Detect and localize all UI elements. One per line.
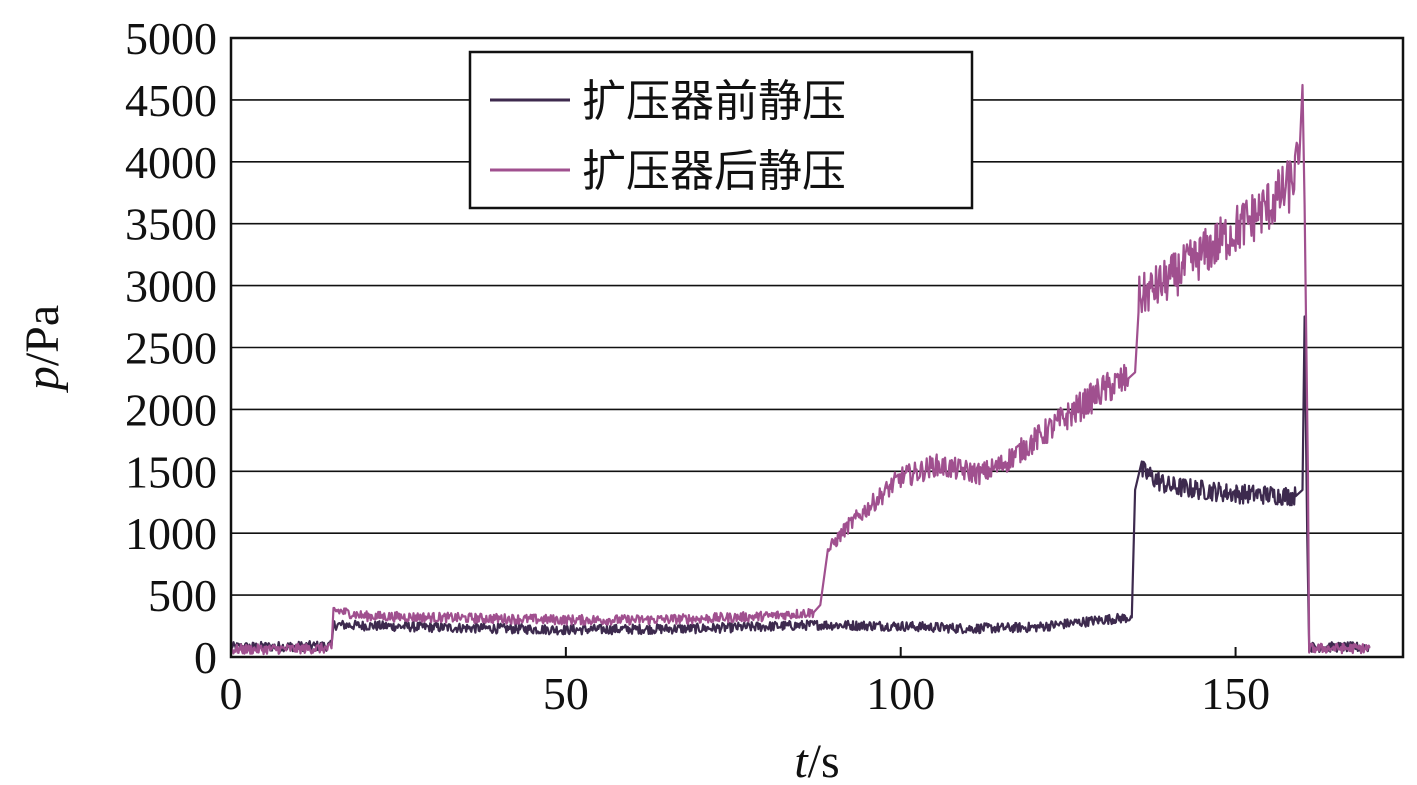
y-tick-label-500: 500 [148, 570, 217, 621]
tick-layer: 0500100015002000250030003500400045005000… [125, 13, 1270, 719]
y-tick-label-5000: 5000 [125, 13, 217, 64]
y-tick-label-3500: 3500 [125, 199, 217, 250]
series-line-2 [230, 83, 1371, 656]
x-tick-label-50: 50 [543, 668, 589, 719]
y-tick-label-1500: 1500 [125, 446, 217, 497]
x-tick-label-150: 150 [1201, 668, 1270, 719]
y-tick-label-2000: 2000 [125, 384, 217, 435]
y-tick-label-2500: 2500 [125, 323, 217, 374]
x-axis-label: t/s [794, 735, 839, 785]
y-axis-unit: /Pa [16, 305, 69, 366]
y-tick-label-4500: 4500 [125, 75, 217, 126]
y-tick-label-1000: 1000 [125, 508, 217, 559]
y-tick-label-3000: 3000 [125, 261, 217, 312]
x-tick-label-100: 100 [866, 668, 935, 719]
legend-box [468, 50, 974, 210]
x-axis-variable: t [794, 735, 809, 785]
y-axis-label: p/Pa [16, 305, 69, 393]
x-axis-unit: /s [808, 735, 840, 785]
x-tick-label-0: 0 [220, 668, 243, 719]
legend-label-series-2: 扩压器后静压 [582, 146, 846, 197]
series-layer [229, 83, 1371, 656]
plot-frame [229, 36, 1405, 659]
legend: 扩压器前静压 扩压器后静压 [468, 50, 974, 210]
series-line-1 [229, 315, 1371, 654]
y-axis-variable: p [16, 366, 69, 393]
legend-label-series-1: 扩压器前静压 [582, 76, 846, 127]
y-tick-label-4000: 4000 [125, 137, 217, 188]
y-tick-label-0: 0 [194, 632, 217, 683]
